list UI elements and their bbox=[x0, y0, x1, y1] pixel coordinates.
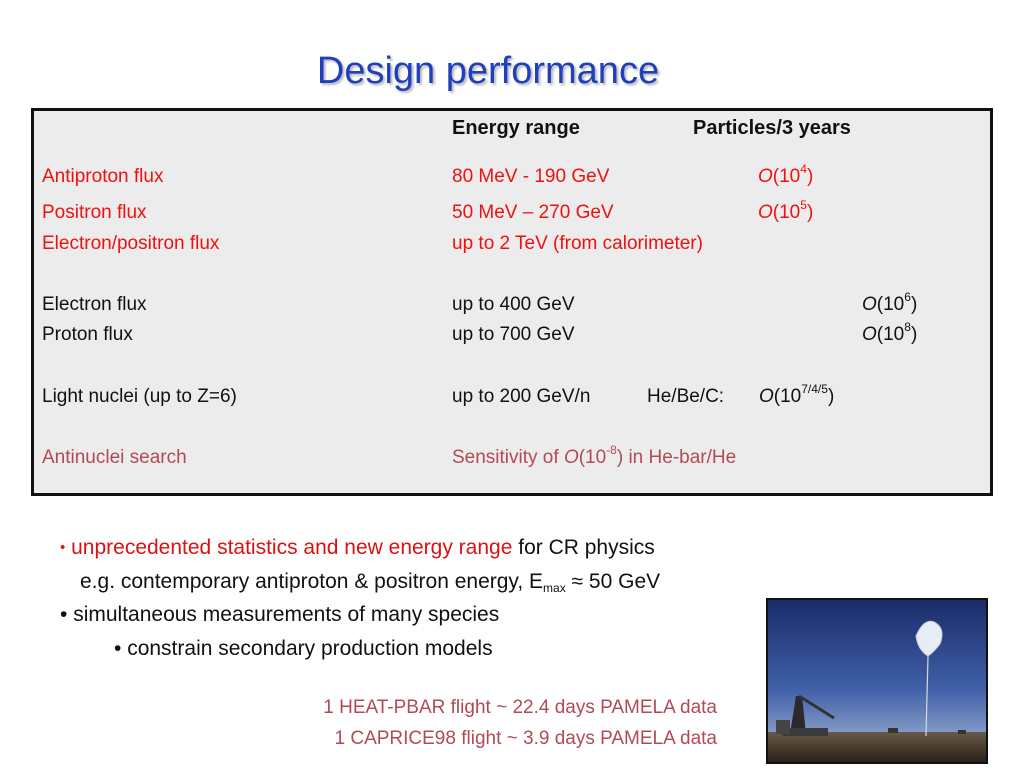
bullet-dot: • bbox=[60, 603, 68, 626]
row-count: O(106) bbox=[862, 290, 918, 315]
flight-line-2: 1 CAPRICE98 flight ~ 3.9 days PAMELA dat… bbox=[334, 728, 718, 749]
bullet-1-sub: e.g. contemporary antiproton & positron … bbox=[80, 570, 661, 595]
row-count: O(108) bbox=[862, 320, 918, 345]
row-name: Antiproton flux bbox=[42, 166, 164, 187]
row-count: O(105) bbox=[758, 198, 814, 223]
bullet-3: • constrain secondary production models bbox=[114, 637, 493, 660]
row-energy: up to 2 TeV (from calorimeter) bbox=[452, 233, 703, 254]
row-name: Light nuclei (up to Z=6) bbox=[42, 386, 237, 407]
header-energy-range: Energy range bbox=[452, 117, 580, 139]
row-name: Antinuclei search bbox=[42, 447, 187, 468]
slide-title: Design performance bbox=[316, 50, 660, 92]
flight-line-1: 1 HEAT-PBAR flight ~ 22.4 days PAMELA da… bbox=[323, 697, 717, 718]
row-name: Positron flux bbox=[42, 202, 147, 223]
row-energy: 80 MeV - 190 GeV bbox=[452, 166, 610, 187]
row-name: Proton flux bbox=[42, 324, 133, 345]
row-energy: up to 400 GeV bbox=[452, 294, 575, 315]
row-energy: Sensitivity of O(10-8) in He-bar/He bbox=[452, 443, 737, 468]
bullet-dot: • bbox=[114, 637, 122, 660]
bullet-2: • simultaneous measurements of many spec… bbox=[60, 603, 500, 626]
row-energy: up to 200 GeV/n bbox=[452, 386, 591, 407]
header-particles: Particles/3 years bbox=[693, 117, 851, 139]
row-count: O(104) bbox=[758, 162, 814, 187]
performance-table: Energy range Particles/3 years Antiproto… bbox=[31, 108, 993, 496]
row-energy: up to 700 GeV bbox=[452, 324, 575, 345]
row-extra: He/Be/C: bbox=[647, 386, 725, 407]
row-energy: 50 MeV – 270 GeV bbox=[452, 202, 614, 223]
bullet-1-highlight: unprecedented statistics and new energy … bbox=[71, 536, 513, 559]
row-name: Electron/positron flux bbox=[42, 233, 220, 254]
bullet-1: • unprecedented statistics and new energ… bbox=[60, 535, 655, 561]
row-name: Electron flux bbox=[42, 294, 147, 315]
balloon-launch-photo bbox=[766, 598, 988, 764]
bullet-1-rest: for CR physics bbox=[512, 536, 655, 559]
bullet-dot: • bbox=[60, 539, 66, 556]
row-count: O(107/4/5) bbox=[759, 382, 835, 407]
